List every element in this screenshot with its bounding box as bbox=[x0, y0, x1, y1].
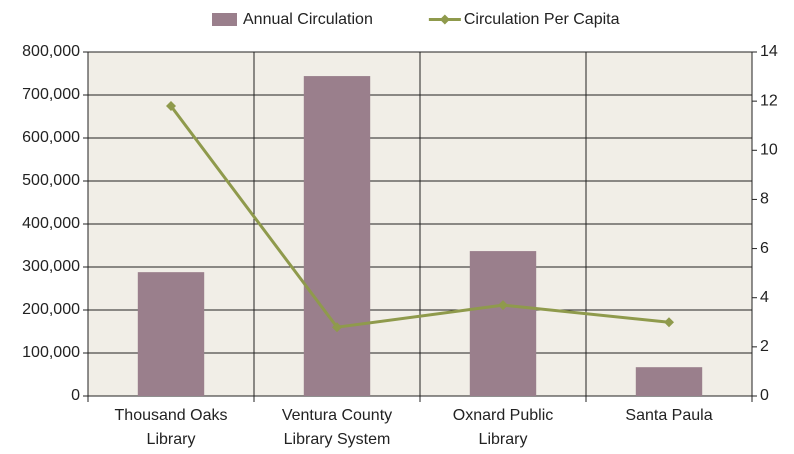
y2-tick-label: 2 bbox=[760, 338, 769, 355]
y2-tick-label: 6 bbox=[760, 240, 769, 257]
y-tick-label: 300,000 bbox=[22, 258, 80, 275]
y2-tick-label: 10 bbox=[760, 142, 778, 159]
y-tick-label: 600,000 bbox=[22, 129, 80, 146]
y2-tick-label: 0 bbox=[760, 387, 769, 404]
legend-swatch bbox=[212, 13, 237, 26]
y-tick-label: 100,000 bbox=[22, 344, 80, 361]
line bbox=[169, 105, 670, 329]
x-tick-label: Thousand Oaks Library bbox=[114, 407, 228, 448]
line-marker bbox=[166, 101, 176, 112]
y-tick-label: 700,000 bbox=[22, 86, 80, 103]
bar bbox=[469, 251, 537, 396]
y-tick-label: 0 bbox=[71, 387, 80, 404]
y2-tick-label: 4 bbox=[760, 289, 769, 306]
line-marker bbox=[664, 317, 674, 328]
y-tick-label: 200,000 bbox=[22, 301, 80, 318]
line-marker bbox=[332, 322, 342, 333]
legend-label: Annual Circulation bbox=[243, 11, 373, 28]
legend-label: Circulation Per Capita bbox=[464, 11, 620, 28]
line-marker bbox=[498, 300, 508, 311]
y2-tick-label: 8 bbox=[760, 191, 769, 208]
x-tick-label: Santa Paula bbox=[625, 407, 713, 424]
y2-tick-label: 14 bbox=[760, 43, 778, 60]
y2-tick-label: 12 bbox=[760, 92, 778, 109]
y-tick-label: 800,000 bbox=[22, 43, 80, 60]
x-tick-label: Ventura County Library System bbox=[281, 407, 393, 448]
x-tick-label: Oxnard Public Library bbox=[452, 407, 554, 448]
bar bbox=[303, 76, 371, 396]
y-tick-label: 400,000 bbox=[22, 215, 80, 232]
bar bbox=[635, 367, 703, 396]
bar bbox=[137, 272, 205, 396]
y-tick-label: 500,000 bbox=[22, 172, 80, 189]
legend-marker bbox=[439, 14, 450, 25]
